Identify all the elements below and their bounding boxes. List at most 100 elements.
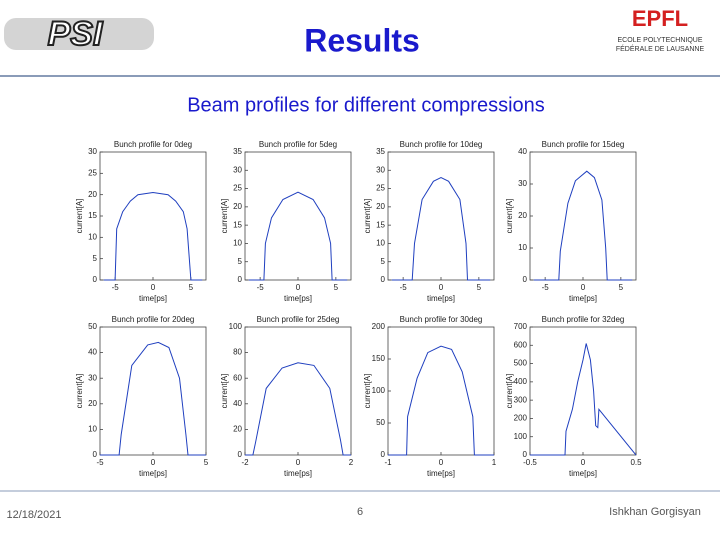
plot-area — [244, 326, 352, 456]
x-tick-label: 2 — [349, 458, 354, 467]
y-tick-label: 35 — [233, 147, 242, 156]
plot-area — [529, 151, 637, 281]
footer-page: 6 — [357, 506, 363, 518]
y-tick-label: 400 — [514, 377, 528, 386]
x-tick-label: 1 — [492, 458, 497, 467]
chart-title: Bunch profile for 20deg — [112, 315, 195, 324]
plot-area — [387, 151, 495, 281]
x-axis-label: time[ps] — [139, 469, 167, 478]
y-tick-label: 30 — [88, 373, 97, 382]
y-tick-label: 20 — [88, 399, 97, 408]
x-tick-label: 5 — [477, 283, 482, 292]
chart-title: Bunch profile for 0deg — [114, 140, 192, 149]
y-tick-label: 600 — [514, 340, 528, 349]
chart-title: Bunch profile for 10deg — [400, 140, 483, 149]
plot-area — [99, 326, 207, 456]
y-tick-label: 40 — [518, 147, 527, 156]
x-tick-label: -5 — [96, 458, 104, 467]
y-axis-label: current[A] — [363, 199, 372, 234]
y-tick-label: 0 — [93, 275, 98, 284]
y-tick-label: 20 — [518, 211, 527, 220]
y-axis-label: current[A] — [505, 199, 514, 234]
x-tick-label: 5 — [619, 283, 624, 292]
y-tick-label: 700 — [514, 322, 528, 331]
profile-line — [533, 170, 633, 281]
x-tick-label: 0 — [581, 283, 586, 292]
x-tick-label: 0 — [151, 458, 156, 467]
x-tick-label: -2 — [241, 458, 249, 467]
profile-line — [245, 362, 351, 456]
y-tick-label: 30 — [376, 165, 385, 174]
x-axis-label: time[ps] — [284, 469, 312, 478]
y-tick-label: 25 — [376, 184, 385, 193]
x-tick-label: -5 — [112, 283, 120, 292]
profile-line — [248, 191, 348, 281]
y-tick-label: 10 — [88, 425, 97, 434]
x-axis-label: time[ps] — [569, 469, 597, 478]
y-tick-label: 5 — [93, 254, 98, 263]
y-tick-label: 15 — [233, 220, 242, 229]
chart-title: Bunch profile for 30deg — [400, 315, 483, 324]
y-tick-label: 60 — [233, 373, 242, 382]
x-tick-label: -0.5 — [523, 458, 537, 467]
x-tick-label: -5 — [400, 283, 408, 292]
y-tick-label: 100 — [372, 386, 386, 395]
y-tick-label: 25 — [233, 184, 242, 193]
x-tick-label: 0 — [439, 458, 444, 467]
y-tick-label: 100 — [229, 322, 243, 331]
logo-right-sub: ECOLE POLYTECHNIQUE — [617, 37, 702, 44]
y-tick-label: 20 — [88, 190, 97, 199]
x-tick-label: 0 — [581, 458, 586, 467]
x-tick-label: -5 — [257, 283, 265, 292]
x-axis-label: time[ps] — [427, 294, 455, 303]
profile-line — [391, 177, 491, 281]
x-tick-label: 0 — [151, 283, 156, 292]
y-tick-label: 100 — [514, 432, 528, 441]
profile-line — [388, 345, 494, 456]
y-tick-label: 30 — [88, 147, 97, 156]
y-tick-label: 0 — [381, 450, 386, 459]
y-tick-label: 25 — [88, 168, 97, 177]
y-tick-label: 50 — [88, 322, 97, 331]
y-tick-label: 80 — [233, 348, 242, 357]
plot-area — [244, 151, 352, 281]
y-axis-label: current[A] — [220, 199, 229, 234]
y-tick-label: 40 — [233, 399, 242, 408]
y-tick-label: 10 — [376, 239, 385, 248]
y-tick-label: 500 — [514, 359, 528, 368]
x-axis-label: time[ps] — [284, 294, 312, 303]
y-tick-label: 10 — [88, 232, 97, 241]
logo-left: PSI — [48, 15, 104, 53]
x-tick-label: 0 — [439, 283, 444, 292]
y-tick-label: 20 — [376, 202, 385, 211]
y-tick-label: 20 — [233, 425, 242, 434]
y-axis-label: current[A] — [220, 374, 229, 409]
y-tick-label: 20 — [233, 202, 242, 211]
y-tick-label: 0 — [238, 450, 243, 459]
x-tick-label: 0 — [296, 458, 301, 467]
x-tick-label: -1 — [384, 458, 392, 467]
y-tick-label: 200 — [514, 414, 528, 423]
x-tick-label: 0 — [296, 283, 301, 292]
chart-title: Bunch profile for 32deg — [542, 315, 625, 324]
y-tick-label: 40 — [88, 348, 97, 357]
footer-author: Ishkhan Gorgisyan — [609, 506, 701, 518]
chart-title: Bunch profile for 15deg — [542, 140, 625, 149]
x-axis-label: time[ps] — [139, 294, 167, 303]
profile-line — [100, 341, 206, 456]
y-tick-label: 5 — [381, 257, 386, 266]
x-axis-label: time[ps] — [427, 469, 455, 478]
logo-right-sub: FÉDÉRALE DE LAUSANNE — [616, 44, 705, 53]
y-tick-label: 15 — [88, 211, 97, 220]
y-tick-label: 0 — [238, 275, 243, 284]
y-tick-label: 35 — [376, 147, 385, 156]
plot-area — [387, 326, 495, 456]
profile-line — [530, 343, 637, 456]
x-tick-label: 5 — [204, 458, 209, 467]
x-tick-label: 0.5 — [630, 458, 642, 467]
y-tick-label: 200 — [372, 322, 386, 331]
y-tick-label: 30 — [518, 179, 527, 188]
title: Results — [304, 22, 420, 58]
footer-date: 12/18/2021 — [6, 509, 61, 521]
